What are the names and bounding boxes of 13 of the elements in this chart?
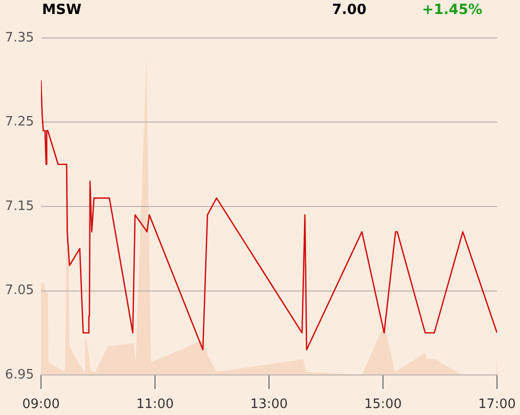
chart-title: MSW bbox=[42, 2, 82, 18]
y-tick-label: 7.25 bbox=[5, 114, 34, 130]
text: +1.45% bbox=[422, 2, 482, 18]
x-tick-label: 13:00 bbox=[250, 397, 288, 412]
y-tick-label: 7.35 bbox=[5, 30, 34, 46]
y-tick-label: 7.15 bbox=[5, 198, 34, 214]
y-tick-label: 6.95 bbox=[5, 367, 34, 382]
x-tick-label: 15:00 bbox=[364, 397, 402, 412]
y-tick-label: 7.05 bbox=[5, 283, 34, 298]
x-tick-label: 17:00 bbox=[478, 397, 516, 412]
x-tick-label: 11:00 bbox=[136, 397, 174, 412]
text: 7.00 bbox=[332, 2, 367, 18]
x-tick-label: 09:00 bbox=[22, 397, 60, 412]
